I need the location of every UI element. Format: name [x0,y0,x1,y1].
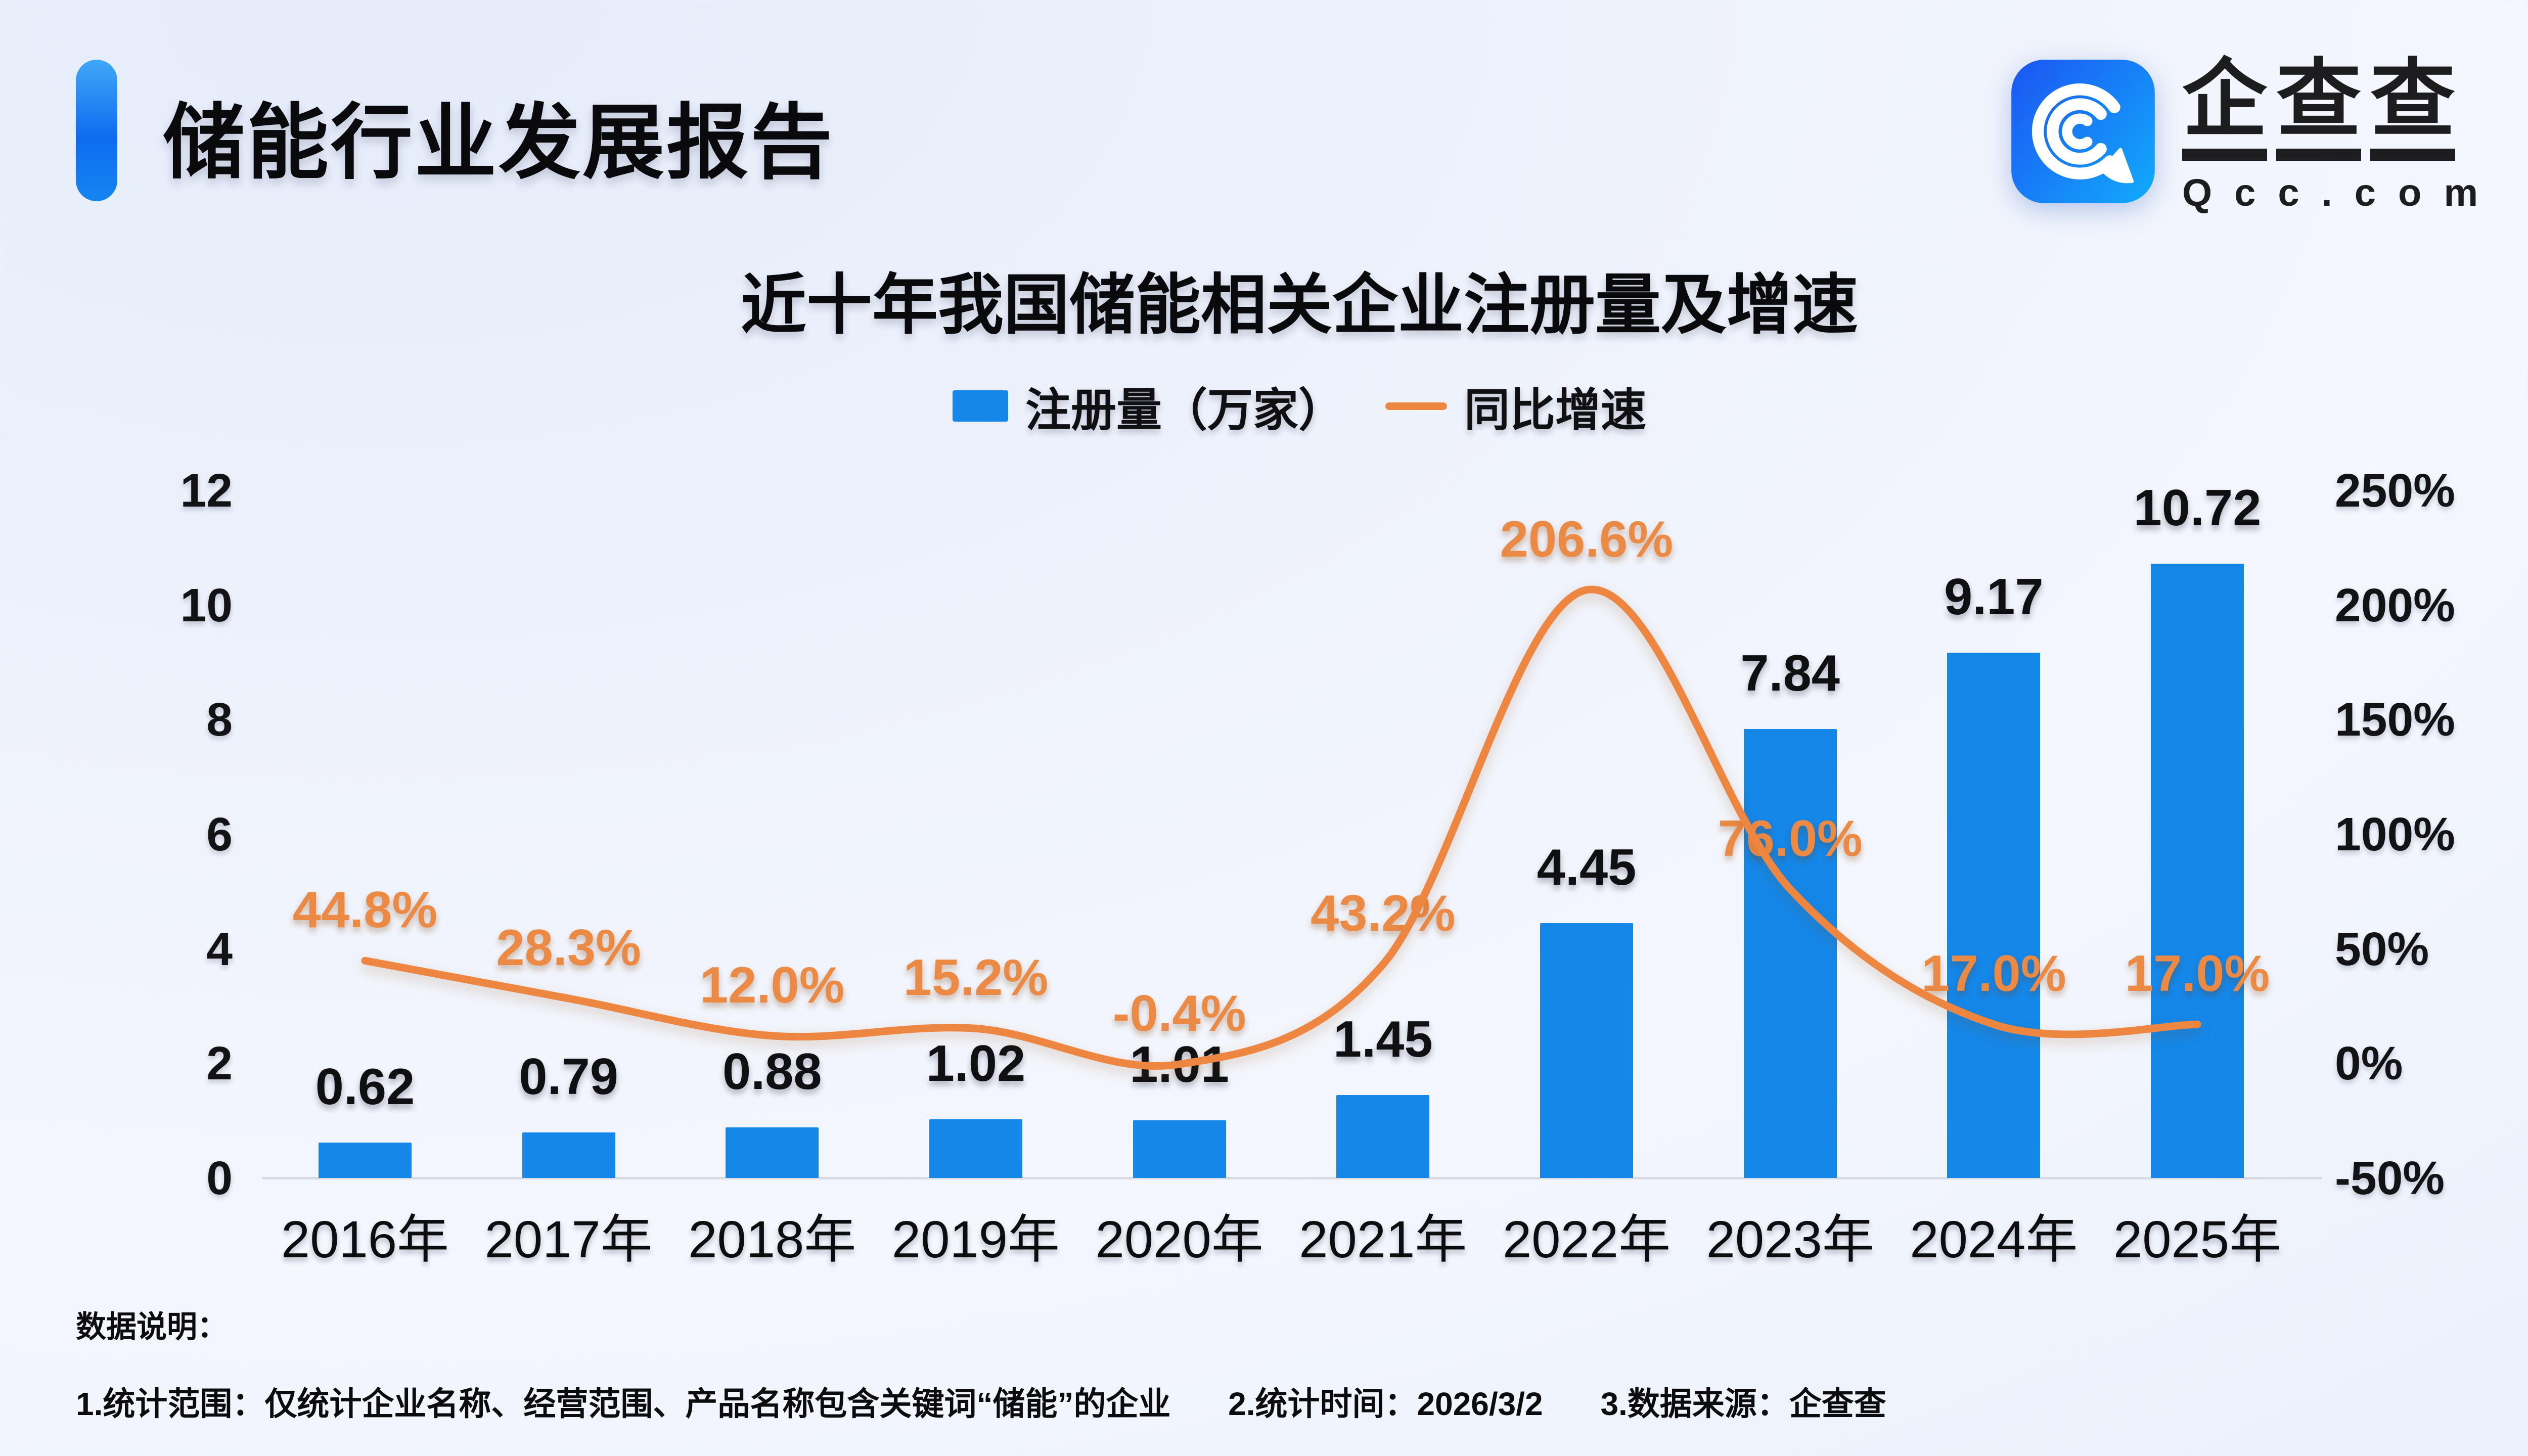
x-axis-label: 2019年 [891,1210,1060,1268]
growth-pct-label: 43.2% [1311,885,1456,942]
x-axis-label: 2021年 [1299,1210,1467,1268]
bar-value-label: 10.72 [2133,480,2262,537]
left-axis-tick: 10 [180,578,233,631]
left-axis-tick: 8 [206,693,233,746]
right-axis-tick: 150% [2335,693,2455,746]
left-axis-tick: 6 [206,808,233,861]
x-axis-label: 2023年 [1706,1210,1874,1268]
bar [929,1119,1022,1178]
right-axis-tick: 200% [2335,578,2455,631]
logo-domain-text: Qcc.com [2182,171,2501,214]
bar [1540,923,1634,1178]
x-axis-label: 2020年 [1095,1210,1263,1268]
notes-label: 数据说明： [76,1310,228,1344]
bar [1133,1120,1226,1178]
legend-bar-marker-icon [953,390,1008,422]
left-axis-tick: 2 [206,1037,233,1090]
right-axis-tick: -50% [2335,1151,2445,1204]
chart-title: 近十年我国储能相关企业注册量及增速 [740,268,1858,342]
x-axis-label: 2018年 [688,1210,856,1268]
bar [1336,1095,1430,1178]
logo-brand-char: 查 [2276,57,2361,161]
growth-pct-label: 206.6% [1500,511,1674,568]
legend-line-label: 同比增速 [1464,385,1646,436]
page-title: 储能行业发展报告 [163,97,834,189]
right-axis-tick: 0% [2335,1037,2403,1090]
notes-line: 1.统计范围：仅统计企业名称、经营范围、产品名称包含关键词“储能”的企业 2.统… [76,1378,1886,1425]
bar [522,1132,615,1178]
title-accent-bar [76,60,117,201]
bar-value-label: 9.17 [1944,568,2044,625]
left-axis-tick: 4 [206,922,233,975]
x-axis-baseline [262,1177,2322,1179]
note-date: 2.统计时间：2026/3/2 [1228,1386,1543,1422]
bar [1947,652,2041,1178]
growth-pct-label: -0.4% [1112,985,1246,1042]
bar-value-label: 0.62 [315,1058,415,1115]
logo-text: 企 查 查 Qcc.com [2182,57,2500,215]
legend-bar-label: 注册量（万家） [1025,385,1344,436]
note-source: 3.数据来源：企查查 [1600,1386,1886,1422]
x-axis-label: 2025年 [2113,1210,2282,1268]
note-scope: 1.统计范围：仅统计企业名称、经营范围、产品名称包含关键词“储能”的企业 [76,1386,1171,1422]
bar [726,1127,819,1178]
left-axis-tick: 12 [180,464,233,517]
left-axis-tick: 0 [206,1152,233,1204]
logo-brand-text: 企 查 查 [2182,57,2500,161]
logo-brand-char: 企 [2182,57,2267,161]
bar [2151,564,2244,1178]
growth-pct-label: 17.0% [2125,945,2270,1003]
bar [1743,729,1837,1178]
x-axis-label: 2024年 [1910,1210,2078,1268]
qcc-logo: 企 查 查 Qcc.com [2008,57,2500,215]
legend-line-marker-icon [1385,402,1447,410]
qcc-spiral-q-icon [2008,57,2158,206]
right-axis-tick: 100% [2335,808,2455,861]
right-axis-tick: 50% [2335,922,2429,975]
bar-value-label: 7.84 [1740,645,1840,702]
growth-pct-label: 76.0% [1718,810,1863,867]
logo-brand-char: 查 [2370,57,2455,161]
x-axis-label: 2022年 [1502,1210,1671,1268]
bar [319,1142,412,1178]
right-axis-tick: 250% [2335,464,2455,517]
x-axis-label: 2017年 [484,1210,653,1268]
chart-legend: 注册量（万家） 同比增速 [263,373,2336,439]
x-axis-label: 2016年 [281,1210,449,1268]
